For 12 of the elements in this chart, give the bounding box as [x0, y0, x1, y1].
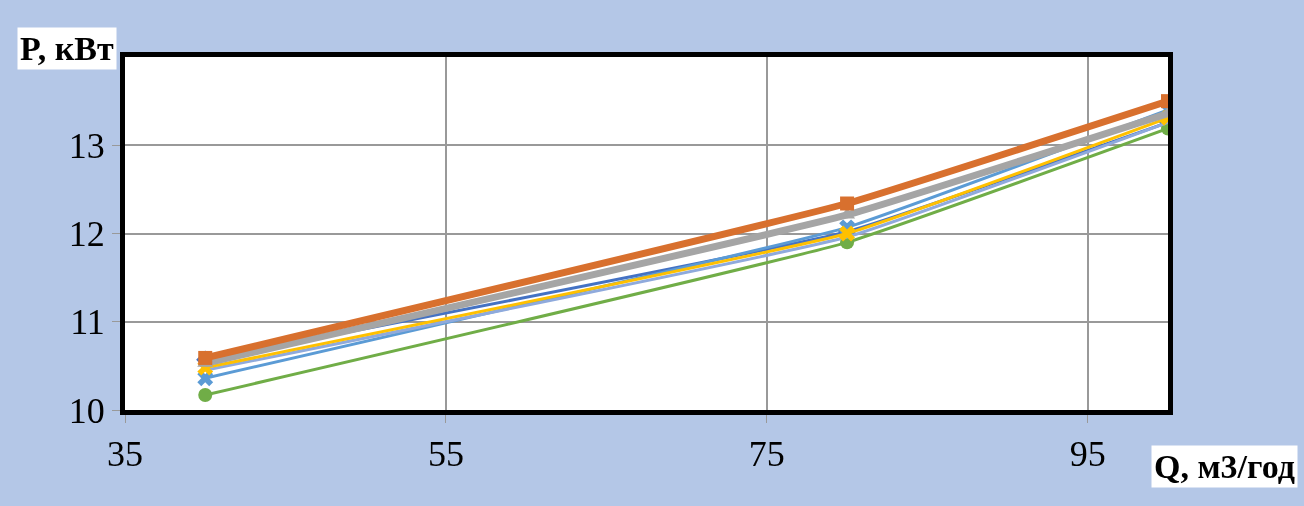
y-axis-title: P, кВт [20, 30, 114, 67]
x-tick-label: 55 [427, 434, 464, 475]
y-tick-label: 11 [70, 302, 105, 343]
x-axis-title: Q, м3/год [1154, 448, 1295, 485]
x-tick-label: 95 [1069, 434, 1106, 475]
y-tick-label: 13 [68, 125, 105, 166]
x-tick-label: 75 [748, 434, 785, 475]
point [198, 388, 213, 402]
x-tick-label: 35 [107, 434, 143, 475]
y-tick-label: 12 [68, 214, 105, 255]
y-tick-label: 10 [68, 390, 105, 431]
point [198, 350, 213, 365]
